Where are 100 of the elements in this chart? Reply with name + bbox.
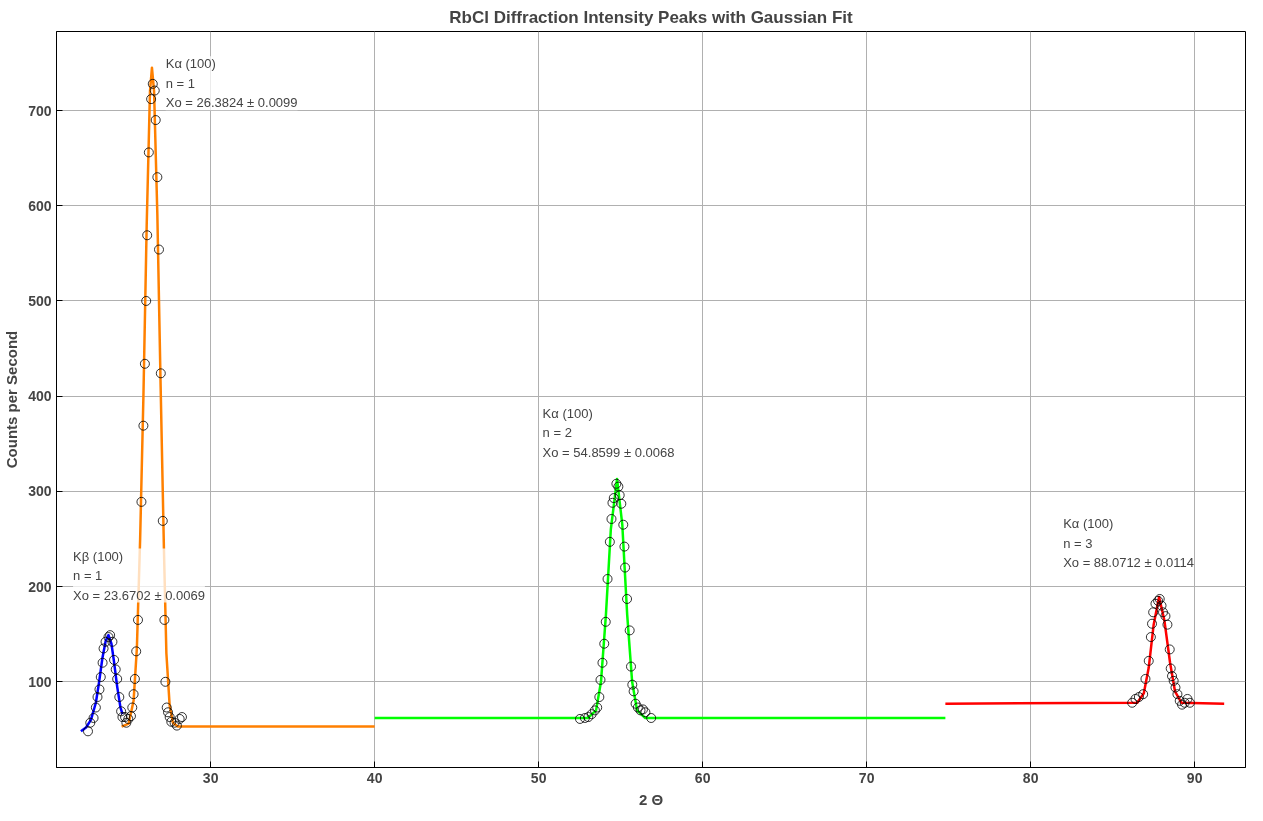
y-tick-label: 500 xyxy=(28,292,52,309)
chart-title: RbCl Diffraction Intensity Peaks with Gaussian Fit xyxy=(449,7,854,27)
point xyxy=(141,296,152,306)
point xyxy=(1174,695,1185,706)
point xyxy=(128,689,139,700)
y-tick-label: 700 xyxy=(28,102,52,119)
point xyxy=(150,115,161,125)
point xyxy=(97,657,108,668)
point xyxy=(607,497,618,508)
point xyxy=(1147,618,1157,629)
point xyxy=(114,692,125,702)
point xyxy=(110,664,121,675)
x-tick-label: 30 xyxy=(202,769,219,786)
point xyxy=(147,78,158,89)
point xyxy=(152,172,163,183)
point xyxy=(1168,675,1179,686)
point xyxy=(1143,655,1154,666)
point xyxy=(161,702,172,713)
point xyxy=(164,712,175,722)
point xyxy=(163,707,173,718)
x-axis-title: 2 Θ xyxy=(638,790,664,808)
y-tick-label: 300 xyxy=(28,483,52,500)
point xyxy=(597,657,608,668)
point xyxy=(602,574,613,584)
point xyxy=(1145,632,1156,642)
point xyxy=(608,493,619,503)
point xyxy=(88,713,99,723)
point xyxy=(600,616,611,627)
y-tick-label: 200 xyxy=(28,578,52,595)
point xyxy=(1160,611,1171,621)
point xyxy=(100,636,111,647)
point xyxy=(154,244,164,255)
annotation: Kβ (100) n = 1 Xo = 23.6702 ± 0.0069 xyxy=(73,548,205,603)
point xyxy=(155,368,166,379)
point xyxy=(142,230,153,241)
point xyxy=(1164,644,1175,655)
point xyxy=(614,490,625,501)
point xyxy=(109,655,119,665)
x-tick-label: 90 xyxy=(1186,769,1203,786)
point xyxy=(127,702,138,713)
point xyxy=(85,717,96,728)
point xyxy=(1185,697,1195,708)
point xyxy=(1156,600,1167,611)
point xyxy=(1134,692,1144,702)
point xyxy=(107,636,118,647)
point xyxy=(131,646,142,657)
x-tick-label: 70 xyxy=(858,769,875,786)
point xyxy=(116,706,127,717)
point xyxy=(595,675,606,685)
x-tick-label: 60 xyxy=(694,769,711,786)
point xyxy=(138,420,149,431)
point xyxy=(1172,689,1183,700)
x-tick-label: 40 xyxy=(366,769,383,786)
point xyxy=(92,692,103,702)
x-tick-label: 80 xyxy=(1022,769,1039,786)
point xyxy=(620,562,630,573)
point xyxy=(599,638,610,649)
point xyxy=(149,85,160,96)
point xyxy=(626,661,636,672)
line-series xyxy=(373,477,947,720)
point xyxy=(627,679,638,690)
point xyxy=(630,698,641,709)
point xyxy=(1140,674,1151,684)
point xyxy=(136,496,147,507)
point xyxy=(1127,697,1138,708)
point xyxy=(1182,694,1193,704)
point xyxy=(1138,689,1149,700)
y-axis-title: Counts per Second xyxy=(3,330,21,469)
point xyxy=(606,514,617,524)
point xyxy=(1158,607,1168,618)
point xyxy=(94,684,105,695)
point xyxy=(618,519,629,530)
point xyxy=(146,94,157,104)
point xyxy=(98,643,109,654)
point xyxy=(1170,682,1181,693)
point xyxy=(1130,694,1141,704)
point xyxy=(628,686,639,697)
point xyxy=(1165,663,1176,674)
point xyxy=(95,672,106,682)
x-tick-label: 50 xyxy=(530,769,547,786)
annotation: Kα (100) n = 1 Xo = 26.3824 ± 0.0099 xyxy=(165,56,298,111)
point xyxy=(624,625,635,636)
point xyxy=(160,676,171,687)
point xyxy=(594,692,605,702)
y-tick-label: 600 xyxy=(28,197,52,214)
point xyxy=(140,358,150,369)
point xyxy=(616,498,627,509)
point xyxy=(622,594,632,604)
point xyxy=(1148,607,1159,618)
point xyxy=(90,702,101,713)
point xyxy=(121,717,132,728)
annotation: Kα (100) n = 3 Xo = 88.0712 ± 0.0114 xyxy=(1063,516,1195,571)
point xyxy=(619,541,630,552)
point xyxy=(159,615,170,625)
point xyxy=(646,713,657,723)
point xyxy=(575,714,585,724)
point xyxy=(1162,619,1173,630)
point xyxy=(83,726,93,737)
point xyxy=(112,674,123,684)
point xyxy=(604,536,615,547)
